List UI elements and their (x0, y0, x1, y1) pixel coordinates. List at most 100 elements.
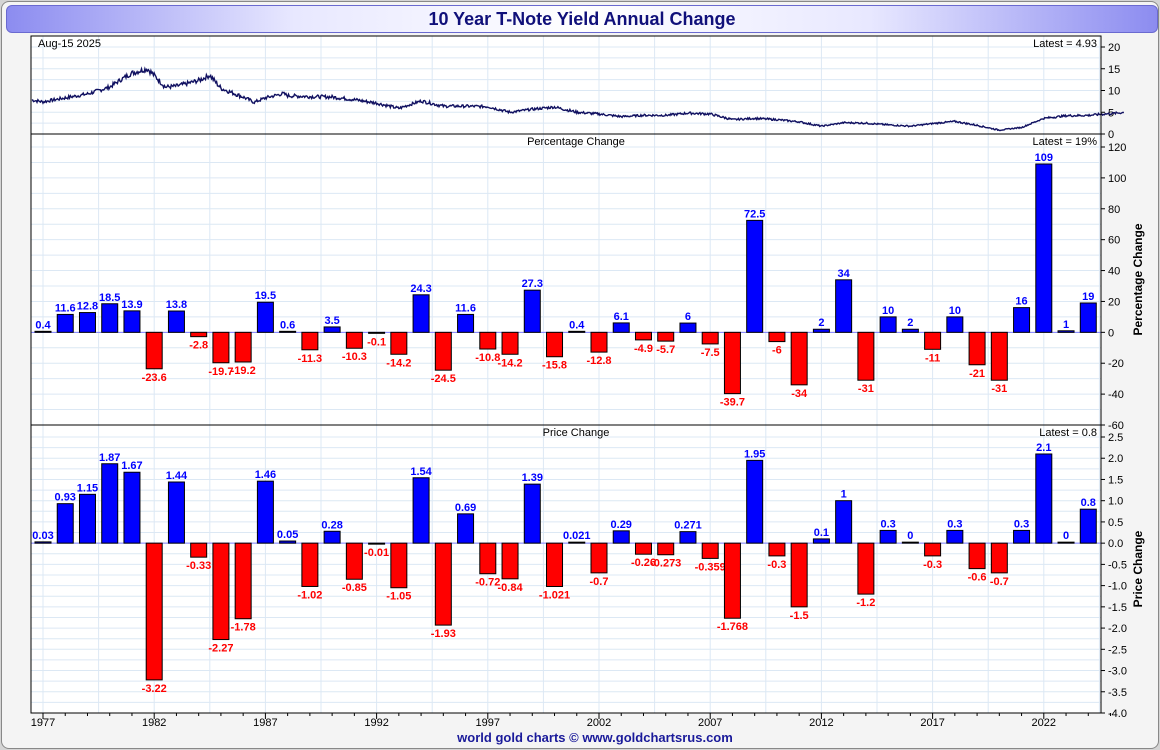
data-label-1986: -1.78 (231, 622, 256, 634)
latest-value-label: Latest = 19% (1032, 136, 1097, 148)
data-label-2017: -11 (925, 352, 940, 364)
bar-2008 (723, 542, 741, 619)
data-label-1981: 1.67 (121, 460, 142, 472)
data-label-1977: 0.03 (32, 530, 53, 542)
bar-2020 (990, 542, 1008, 574)
data-label-2000: -1.021 (539, 590, 570, 602)
data-label-1995: -24.5 (431, 373, 456, 385)
data-label-2008: -1.768 (717, 621, 748, 633)
bar-2012 (812, 328, 830, 333)
x-tick-label: 1992 (364, 717, 388, 729)
data-label-1977: 0.4 (35, 319, 51, 331)
data-label-2024: 0.8 (1081, 497, 1096, 509)
y-tick-label: -1.0 (1108, 581, 1127, 593)
data-label-1992: -0.01 (364, 547, 389, 559)
data-label-2000: -15.8 (542, 360, 567, 372)
data-label-1990: 3.5 (324, 315, 339, 327)
bar-2021 (1013, 529, 1031, 544)
bar-2007 (701, 542, 719, 559)
bar-1998 (501, 331, 519, 355)
data-label-1992: -0.1 (367, 336, 386, 348)
y-tick-label: 120 (1108, 142, 1126, 154)
data-label-1998: -14.2 (498, 357, 523, 369)
x-tick-label: 2002 (587, 717, 611, 729)
data-label-2014: -1.2 (856, 597, 875, 609)
data-label-1988: 0.6 (280, 319, 295, 331)
data-label-2007: -7.5 (701, 347, 720, 359)
data-label-2005: -5.7 (656, 344, 675, 356)
data-label-1993: -1.05 (386, 591, 411, 603)
bar-1984 (190, 542, 208, 558)
x-tick-label: 2022 (1032, 717, 1056, 729)
panel-border (30, 424, 1102, 714)
bar-1997 (479, 331, 497, 350)
data-label-1994: 24.3 (410, 283, 431, 295)
data-label-2012: 0.1 (814, 527, 829, 539)
bar-2021 (1013, 307, 1031, 333)
data-label-2006: 0.271 (674, 520, 702, 532)
bar-2013 (835, 279, 853, 333)
data-label-2022: 109 (1035, 152, 1053, 164)
date-label: Aug-15 2025 (38, 38, 101, 50)
data-label-2001: 0.021 (563, 530, 591, 542)
bar-1982 (145, 542, 163, 681)
bar-1983 (167, 481, 185, 544)
bar-2022 (1035, 163, 1053, 333)
bar-1980 (101, 463, 119, 544)
y-tick-label: 60 (1108, 235, 1120, 247)
latest-value-label: Latest = 4.93 (1033, 38, 1097, 50)
bar-2003 (612, 322, 630, 333)
bar-2002 (590, 331, 608, 353)
bar-1995 (434, 542, 452, 626)
bar-1977 (34, 541, 52, 544)
y-tick-label: 5 (1108, 107, 1114, 119)
bar-1993 (390, 542, 408, 589)
data-label-2023: 0 (1063, 530, 1069, 542)
bar-2013 (835, 500, 853, 544)
data-label-1988: 0.05 (277, 529, 298, 541)
y-tick-label: 1.0 (1108, 496, 1123, 508)
y-tick-label: -20 (1108, 358, 1124, 370)
data-label-1982: -3.22 (142, 683, 167, 695)
y-tick-label: 15 (1108, 64, 1120, 76)
y-tick-label: -2.0 (1108, 623, 1127, 635)
data-label-1994: 1.54 (410, 466, 432, 478)
data-label-2019: -0.6 (968, 572, 987, 584)
data-label-2004: -4.9 (634, 343, 653, 355)
bar-1981 (123, 471, 141, 544)
data-label-1991: -10.3 (342, 351, 367, 363)
bar-2011 (790, 331, 808, 386)
bar-2002 (590, 542, 608, 574)
bar-2004 (634, 542, 652, 555)
bar-1977 (34, 330, 52, 333)
chart-title: 10 Year T-Note Yield Annual Change (428, 9, 736, 29)
data-label-1998: -0.84 (498, 582, 524, 594)
bar-1996 (457, 513, 475, 544)
y-tick-label: 2.0 (1108, 453, 1123, 465)
data-label-1979: 12.8 (77, 301, 98, 313)
bar-2020 (990, 331, 1008, 381)
data-label-1980: 1.87 (99, 452, 120, 464)
x-tick-label: 1977 (31, 717, 55, 729)
bar-2000 (546, 331, 564, 358)
title-bar: 10 Year T-Note Yield Annual Change (6, 5, 1158, 33)
bar-1984 (190, 331, 208, 338)
data-label-2014: -31 (858, 383, 874, 395)
bar-2016 (901, 541, 919, 544)
bar-2014 (857, 331, 875, 381)
bar-1999 (523, 483, 541, 544)
data-label-2008: -39.7 (720, 397, 745, 409)
bar-1979 (78, 312, 96, 333)
bar-2006 (679, 322, 697, 333)
data-label-2018: 0.3 (947, 518, 962, 530)
bar-2000 (546, 542, 564, 588)
data-label-1996: 11.6 (455, 302, 476, 314)
data-label-1978: 0.93 (55, 492, 76, 504)
data-label-2015: 0.3 (880, 518, 895, 530)
bar-1990 (323, 530, 341, 544)
bar-1988 (279, 540, 297, 544)
data-label-2021: 0.3 (1014, 518, 1029, 530)
bar-1994 (412, 477, 430, 544)
y-tick-label: -4.0 (1108, 708, 1127, 720)
panel-title: Percentage Change (527, 136, 625, 148)
